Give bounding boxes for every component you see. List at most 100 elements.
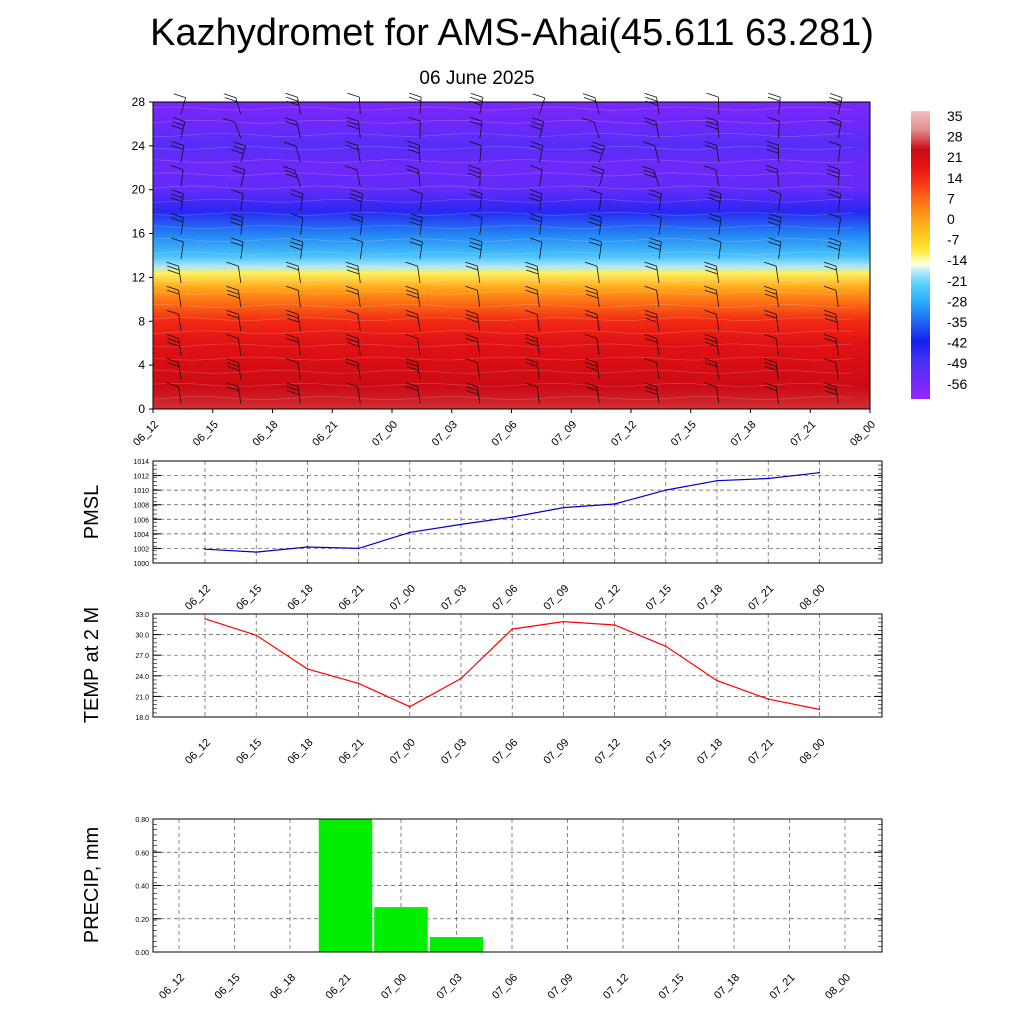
wind-barb xyxy=(469,141,482,163)
wind-barb xyxy=(706,92,720,115)
wind-barb xyxy=(345,285,361,308)
x-tick-label: 06_12 xyxy=(183,737,213,767)
y-tick-label: 1012 xyxy=(133,474,149,481)
wind-barb xyxy=(345,309,361,332)
y-tick-label: 0.40 xyxy=(135,884,149,891)
wind-barb xyxy=(469,213,483,235)
wind-barb xyxy=(405,334,421,356)
data-point xyxy=(613,624,616,626)
wind-barb xyxy=(349,189,363,211)
data-point xyxy=(460,523,462,526)
wind-barb xyxy=(405,285,421,308)
contour-line xyxy=(152,172,854,177)
data-point xyxy=(460,677,462,680)
wind-barb xyxy=(170,213,184,235)
y-tick-label: 0.20 xyxy=(135,917,149,924)
wind-barb xyxy=(649,213,662,235)
wind-barb xyxy=(290,213,304,235)
y-tick-label: 1014 xyxy=(133,459,149,466)
wind-barb xyxy=(284,117,301,139)
colorbar-label: -49 xyxy=(947,355,967,371)
y-tick-label: 0.00 xyxy=(135,950,149,957)
contour-line xyxy=(152,119,854,124)
y-tick-label: 20 xyxy=(132,183,146,197)
wind-barb xyxy=(766,140,779,163)
wind-barb xyxy=(584,382,600,404)
wind-barb xyxy=(648,237,662,259)
wind-barb xyxy=(763,358,779,380)
wind-barb xyxy=(467,165,481,187)
wind-barb xyxy=(768,189,782,211)
wind-barb xyxy=(345,141,361,163)
contour-line xyxy=(152,382,854,387)
wind-barb xyxy=(408,92,422,115)
x-tick-label: 07_21 xyxy=(788,419,818,449)
colorbar-label: 21 xyxy=(947,149,963,165)
wind-barb xyxy=(285,358,301,380)
data-point xyxy=(613,503,616,505)
x-tick-label: 07_21 xyxy=(746,583,776,613)
wind-barb xyxy=(584,334,600,356)
wind-barb xyxy=(345,382,361,404)
wind-barb xyxy=(171,141,185,163)
data-point xyxy=(562,506,565,509)
x-tick-label: 06_12 xyxy=(131,419,161,449)
x-tick-label: 07_06 xyxy=(490,737,520,767)
wind-barb xyxy=(823,382,839,404)
wind-barb xyxy=(289,237,304,259)
data-point xyxy=(204,618,206,620)
contour-line xyxy=(152,106,854,111)
x-tick-label: 07_06 xyxy=(490,419,520,449)
y-tick-label: 0 xyxy=(138,402,145,416)
wind-barb xyxy=(410,189,423,211)
wind-barb xyxy=(823,358,839,380)
chart-subtitle: 06 June 2025 xyxy=(419,68,535,89)
data-point xyxy=(409,531,411,534)
x-tick-label: 08_00 xyxy=(797,737,827,767)
wind-barb xyxy=(767,213,782,235)
wind-barb xyxy=(529,213,543,235)
data-point xyxy=(716,479,718,482)
heatmap-field xyxy=(153,102,870,409)
wind-barb xyxy=(524,382,540,404)
data-point xyxy=(511,516,513,518)
wind-barb xyxy=(409,237,423,259)
wind-barb xyxy=(828,141,841,163)
wind-barb xyxy=(226,358,242,380)
contour-line xyxy=(152,290,854,295)
data-point xyxy=(357,547,360,550)
contour-line xyxy=(152,264,854,269)
x-tick-label: 07_00 xyxy=(379,972,409,1002)
x-tick-label: 07_09 xyxy=(541,583,571,613)
wind-barb xyxy=(345,358,361,380)
wind-barb xyxy=(290,189,304,211)
x-tick-label: 07_18 xyxy=(729,419,759,449)
contour-line xyxy=(152,330,854,335)
panel-frame xyxy=(152,613,883,718)
data-point xyxy=(306,546,309,548)
data-point xyxy=(767,698,769,700)
x-tick-label: 07_03 xyxy=(430,419,460,449)
wind-barb xyxy=(823,334,839,356)
x-tick-label: 07_00 xyxy=(370,419,400,449)
wind-barb xyxy=(524,309,540,332)
colorbar-label: -42 xyxy=(947,335,967,351)
wind-barb xyxy=(642,141,660,163)
wind-barb xyxy=(226,382,242,404)
contour-line xyxy=(152,396,854,400)
wind-barb xyxy=(708,237,722,259)
y-tick-label: 33.0 xyxy=(135,612,149,619)
data-point xyxy=(767,477,769,480)
x-tick-label: 07_12 xyxy=(609,419,639,449)
data-point xyxy=(818,471,821,474)
wind-barb xyxy=(648,189,662,211)
wind-barb xyxy=(465,261,481,283)
x-tick-label: 07_00 xyxy=(388,583,418,613)
contour-line xyxy=(152,146,854,150)
colorbar-label: -35 xyxy=(947,314,967,330)
wind-barb xyxy=(226,261,242,283)
colorbar-label: 0 xyxy=(947,211,955,227)
wind-barb xyxy=(704,358,720,380)
wind-barb xyxy=(349,213,363,235)
wind-barb xyxy=(528,189,543,211)
